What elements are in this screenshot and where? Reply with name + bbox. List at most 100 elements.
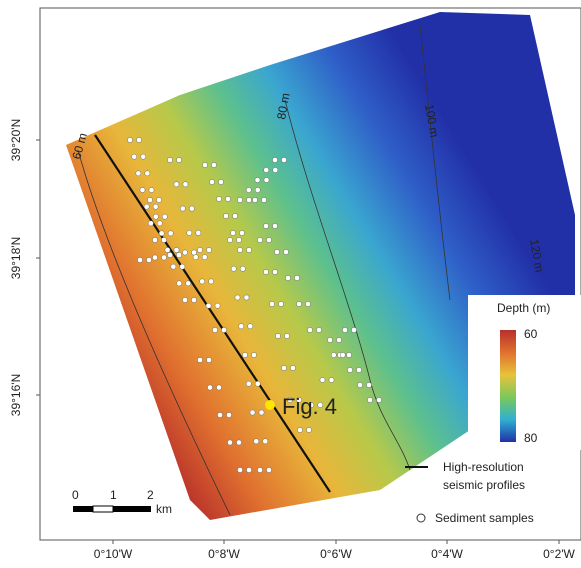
bathymetry [66, 12, 575, 520]
sample-point [191, 249, 197, 256]
sample-point [143, 203, 150, 210]
sample-point [140, 153, 147, 160]
sample-point [152, 254, 158, 261]
sample-point [135, 170, 142, 177]
lon-label: 0°6'W [320, 547, 352, 561]
sample-point [245, 187, 252, 193]
sample-point [167, 157, 173, 163]
sample-point [356, 367, 362, 373]
sample-point [161, 237, 167, 243]
sample-point [317, 402, 324, 408]
depth-legend-title: Depth (m) [497, 301, 550, 315]
sample-point [306, 427, 312, 433]
sample-point [230, 230, 236, 236]
sample-point [189, 205, 195, 212]
sample-point [254, 177, 261, 183]
axis-labels: 0°10'W 0°8'W 0°6'W 0°4'W 0°2'W 39°20'N 39°18'N… [9, 119, 576, 561]
sample-point [376, 397, 382, 403]
sample-point [227, 237, 233, 243]
contour-label: 120 m [527, 238, 547, 273]
sample-point [195, 230, 202, 236]
colorbar [500, 330, 516, 442]
sample-point [237, 197, 243, 203]
sample-point [214, 302, 221, 309]
sample-point [205, 302, 212, 309]
sample-point [147, 220, 154, 227]
sample-point [285, 275, 291, 281]
sample-point [339, 352, 346, 358]
colorbar-label: 80 [524, 431, 538, 445]
sample-point [239, 230, 245, 236]
sample-point [254, 380, 261, 387]
contour-label: 60 m [69, 131, 89, 160]
sample-point [191, 297, 197, 303]
sample-point [305, 301, 311, 307]
lat-label: 39°16'N [9, 374, 23, 416]
sample-point [180, 205, 186, 212]
sample-point [281, 157, 287, 163]
sample-point [152, 203, 159, 210]
sample-point [278, 301, 284, 307]
sample-point [170, 263, 177, 270]
sample-point [247, 323, 254, 330]
colorbar-label: 60 [524, 327, 538, 341]
sample-point [266, 237, 272, 243]
sample-point [225, 196, 231, 202]
sample-point [237, 247, 243, 253]
sample-point [266, 467, 272, 473]
sample-point [206, 357, 212, 363]
sample-point [296, 301, 302, 307]
sample-point [199, 278, 205, 285]
sample-point [223, 213, 229, 219]
sample-point [251, 352, 257, 358]
sample-point [201, 254, 208, 260]
legend-text: Sediment samples [435, 511, 534, 525]
sample-points [127, 137, 382, 473]
sample-point [182, 297, 188, 303]
sample-point [262, 438, 269, 445]
sample-point [290, 365, 296, 371]
sample-point [227, 439, 233, 446]
sample-point [238, 323, 245, 330]
sample-point [144, 170, 151, 177]
sample-point [252, 197, 258, 203]
sample-point [328, 377, 335, 383]
sample-point [236, 237, 242, 243]
sample-point [218, 179, 224, 185]
sample-point [239, 265, 246, 272]
sample-point [281, 365, 287, 371]
sample-point [272, 223, 278, 229]
sample-point [164, 247, 171, 253]
sample-point [185, 280, 192, 287]
sample-point [236, 439, 242, 446]
sample-point [139, 187, 146, 193]
sample-point [258, 409, 265, 416]
sample-point [197, 357, 203, 363]
legend-point [416, 513, 426, 523]
sample-point [319, 377, 326, 383]
sample-point [208, 278, 214, 285]
legend-text: seismic profiles [443, 478, 525, 492]
sample-point [173, 247, 180, 253]
sample-point [284, 333, 290, 339]
sample-point [216, 384, 222, 391]
sample-point [263, 223, 269, 229]
sample-point [158, 230, 165, 237]
scale-unit: km [156, 502, 172, 516]
fig-marker [265, 400, 275, 410]
sample-point [232, 213, 238, 219]
sample-point [308, 402, 315, 408]
sample-point [148, 187, 155, 193]
sample-point [131, 153, 138, 160]
sample-point [366, 382, 372, 388]
sample-point [211, 162, 217, 168]
sample-point [254, 187, 261, 193]
sample-point [156, 220, 163, 227]
sample-point [173, 181, 180, 188]
lat-label: 39°18'N [9, 237, 23, 279]
contour-label: 80 m [274, 92, 292, 121]
sample-point [161, 254, 167, 261]
sample-point [307, 327, 313, 333]
sample-point [261, 197, 267, 203]
